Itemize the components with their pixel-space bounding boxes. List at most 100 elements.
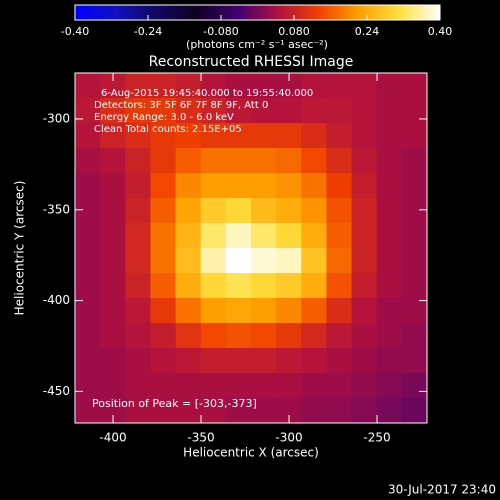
cell	[351, 123, 378, 149]
cell	[401, 298, 428, 324]
cell	[401, 373, 428, 399]
cell	[125, 123, 151, 149]
cell	[276, 248, 302, 274]
cell	[75, 373, 101, 399]
cell	[75, 123, 101, 149]
cell	[401, 148, 428, 174]
cell	[351, 198, 378, 224]
timestamp: 30-Jul-2017 23:40	[388, 483, 496, 497]
cell	[175, 198, 202, 224]
cell	[175, 273, 202, 299]
cell	[200, 173, 227, 199]
cell	[301, 298, 327, 324]
cell	[251, 223, 277, 249]
cell	[150, 273, 177, 299]
cell	[351, 173, 378, 199]
cell	[100, 298, 126, 324]
cell	[326, 173, 353, 199]
y-tick-label: -400	[43, 293, 70, 307]
cell	[225, 73, 252, 99]
cell	[150, 173, 177, 199]
cell	[150, 248, 177, 274]
cell	[200, 148, 227, 174]
cell	[326, 123, 353, 149]
x-axis-label: Heliocentric X (arcsec)	[183, 446, 319, 460]
cell	[125, 248, 151, 274]
cell	[276, 98, 302, 124]
cell	[251, 273, 277, 299]
cell	[225, 98, 252, 124]
cell	[200, 298, 227, 324]
cell	[200, 98, 227, 124]
cell	[301, 148, 327, 174]
cell	[175, 398, 202, 424]
cell	[75, 298, 101, 324]
cell	[150, 348, 177, 374]
cell	[225, 223, 252, 249]
cell	[351, 98, 378, 124]
cell	[351, 348, 378, 374]
annotation: Detectors: 3F 5F 6F 7F 8F 9F, Att 0	[94, 100, 268, 111]
cell	[125, 398, 151, 424]
cell	[225, 298, 252, 324]
cell	[125, 173, 151, 199]
cell	[251, 398, 277, 424]
cell	[401, 348, 428, 374]
cell	[75, 73, 101, 99]
cell	[351, 323, 378, 349]
cell	[200, 373, 227, 399]
cell	[225, 348, 252, 374]
cell	[276, 323, 302, 349]
cell	[301, 98, 327, 124]
cell	[150, 148, 177, 174]
cell	[401, 323, 428, 349]
cell	[100, 148, 126, 174]
cell	[251, 73, 277, 99]
cell	[301, 223, 327, 249]
cell	[125, 148, 151, 174]
cell	[200, 73, 227, 99]
cell	[326, 73, 353, 99]
cell	[175, 248, 202, 274]
cell	[301, 373, 327, 399]
plot-frame	[74, 72, 428, 424]
cell	[326, 298, 353, 324]
cell	[401, 98, 428, 124]
cell	[401, 223, 428, 249]
cell	[276, 123, 302, 149]
cell	[125, 348, 151, 374]
cell	[401, 173, 428, 199]
cell	[200, 323, 227, 349]
cell	[276, 148, 302, 174]
cell	[125, 73, 151, 99]
cell	[225, 173, 252, 199]
cell	[225, 398, 252, 424]
cell	[326, 373, 353, 399]
cell	[100, 98, 126, 124]
cell	[175, 373, 202, 399]
cell	[301, 273, 327, 299]
cell	[75, 323, 101, 349]
cell	[125, 273, 151, 299]
cell	[376, 323, 403, 349]
annotation: Energy Range: 3.0 - 6.0 keV	[94, 112, 234, 123]
cell	[351, 373, 378, 399]
x-tick-label: -350	[187, 431, 214, 445]
y-tick-label: -450	[43, 384, 70, 398]
cell	[75, 198, 101, 224]
cell	[175, 173, 202, 199]
cell	[401, 123, 428, 149]
cell	[351, 298, 378, 324]
cell	[200, 348, 227, 374]
cell	[376, 73, 403, 99]
cell	[175, 223, 202, 249]
cell	[200, 398, 227, 424]
cell	[125, 373, 151, 399]
cell	[301, 348, 327, 374]
cell	[376, 373, 403, 399]
cell	[200, 198, 227, 224]
cell	[301, 198, 327, 224]
peak-label: Position of Peak = [-303,-373]	[92, 397, 257, 410]
cell	[276, 273, 302, 299]
